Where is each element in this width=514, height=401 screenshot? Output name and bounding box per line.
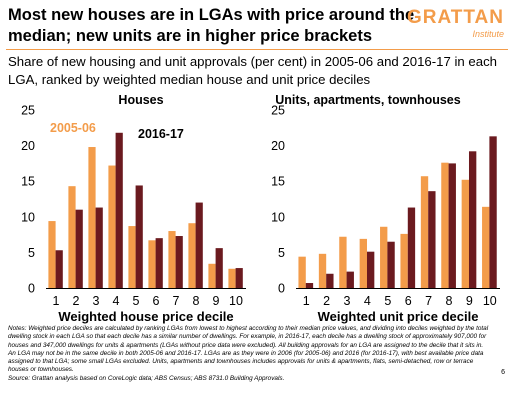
bar-2005-06-4: [359, 238, 367, 288]
y-tick-label: 0: [28, 282, 35, 296]
chart-notes: Notes: Weighted price deciles are calcul…: [8, 325, 492, 383]
slide-title: Most new houses are in LGAs with price a…: [8, 6, 415, 45]
bar-2005-06-5: [128, 226, 136, 288]
slide-subtitle: Share of new housing and unit approvals …: [8, 54, 498, 87]
bar-2016-17-8: [195, 202, 203, 288]
bar-2005-06-5: [380, 226, 388, 288]
page-number: 6: [501, 369, 505, 376]
bar-2016-17-1: [55, 250, 63, 288]
title-divider: [6, 49, 508, 50]
grattan-logo: GRATTAN Institute: [406, 7, 504, 40]
y-tick-label: 10: [21, 210, 35, 224]
bar-2016-17-4: [115, 132, 123, 288]
x-tick-label: 3: [344, 294, 351, 308]
x-tick-label: 9: [213, 294, 220, 308]
x-tick-label: 6: [405, 294, 412, 308]
bar-2005-06-10: [482, 206, 490, 288]
x-tick-label: 1: [53, 294, 60, 308]
x-axis-label: Weighted house price decile: [58, 309, 233, 324]
bar-2005-06-9: [208, 263, 216, 288]
y-tick-label: 0: [278, 282, 285, 296]
x-tick-label: 2: [73, 294, 80, 308]
y-tick-label: 20: [271, 139, 285, 153]
bar-2005-06-6: [400, 233, 408, 288]
bar-2005-06-9: [461, 179, 469, 288]
x-tick-label: 7: [173, 294, 180, 308]
bar-2005-06-10: [228, 268, 236, 288]
x-axis-label: Weighted unit price decile: [318, 309, 479, 324]
bar-2016-17-6: [407, 207, 416, 288]
x-tick-label: 8: [193, 294, 200, 308]
bar-2016-17-1: [305, 283, 314, 288]
bar-2016-17-5: [135, 185, 143, 288]
x-tick-label: 7: [425, 294, 432, 308]
y-tick-label: 25: [271, 104, 285, 118]
x-tick-label: 2: [323, 294, 330, 308]
y-tick-label: 15: [271, 175, 285, 189]
bar-2005-06-1: [48, 221, 56, 288]
x-tick-label: 9: [466, 294, 473, 308]
bar-2005-06-8: [188, 223, 196, 288]
x-tick-label: 6: [153, 294, 160, 308]
x-tick-label: 8: [446, 294, 453, 308]
bar-2005-06-3: [88, 147, 96, 288]
x-tick-label: 1: [303, 294, 310, 308]
bar-2005-06-4: [108, 165, 116, 288]
bar-2016-17-7: [175, 236, 183, 288]
x-tick-label: 5: [384, 294, 391, 308]
bar-2016-17-8: [448, 163, 456, 288]
x-tick-label: 4: [113, 294, 120, 308]
bar-2005-06-1: [298, 256, 306, 288]
bar-2005-06-7: [168, 231, 176, 288]
bar-2005-06-2: [318, 253, 327, 288]
bar-2016-17-2: [75, 209, 83, 288]
bar-2016-17-4: [366, 251, 375, 288]
y-tick-label: 15: [21, 175, 35, 189]
x-tick-label: 3: [93, 294, 100, 308]
legend-label-2005-06: 2005-06: [50, 121, 96, 135]
bar-2016-17-6: [155, 238, 163, 288]
x-tick-label: 10: [483, 294, 497, 308]
x-tick-label: 10: [229, 294, 243, 308]
bar-2005-06-6: [148, 240, 156, 288]
bar-2016-17-9: [468, 151, 477, 288]
bar-2016-17-5: [387, 241, 395, 288]
bar-2016-17-10: [235, 268, 243, 288]
bar-2016-17-3: [95, 207, 103, 288]
logo-wordmark: GRATTAN: [406, 7, 504, 28]
x-tick-label: 5: [133, 294, 140, 308]
bar-2016-17-9: [215, 248, 223, 288]
y-tick-label: 5: [28, 246, 35, 260]
bar-2005-06-7: [420, 176, 429, 288]
bar-2005-06-2: [68, 186, 76, 288]
bar-2016-17-2: [326, 273, 334, 288]
bar-2016-17-10: [489, 136, 497, 288]
bar-2005-06-8: [441, 162, 449, 288]
y-tick-label: 20: [21, 139, 35, 153]
x-tick-label: 4: [364, 294, 371, 308]
logo-subtext: Institute: [472, 29, 504, 39]
y-tick-label: 5: [278, 246, 285, 260]
bar-2016-17-7: [428, 191, 436, 288]
bar-2005-06-3: [339, 236, 347, 288]
y-tick-label: 10: [271, 210, 285, 224]
panel-title-2: Units, apartments, townhouses: [275, 93, 460, 107]
panel-title-1: Houses: [118, 93, 163, 107]
legend-label-2016-17: 2016-17: [138, 127, 184, 141]
bar-2016-17-3: [346, 271, 354, 288]
notes-text: Notes: Weighted price deciles are calcul…: [8, 325, 489, 374]
source-text: Source: Grattan analysis based on CoreLo…: [8, 374, 285, 382]
y-tick-label: 25: [21, 104, 35, 118]
